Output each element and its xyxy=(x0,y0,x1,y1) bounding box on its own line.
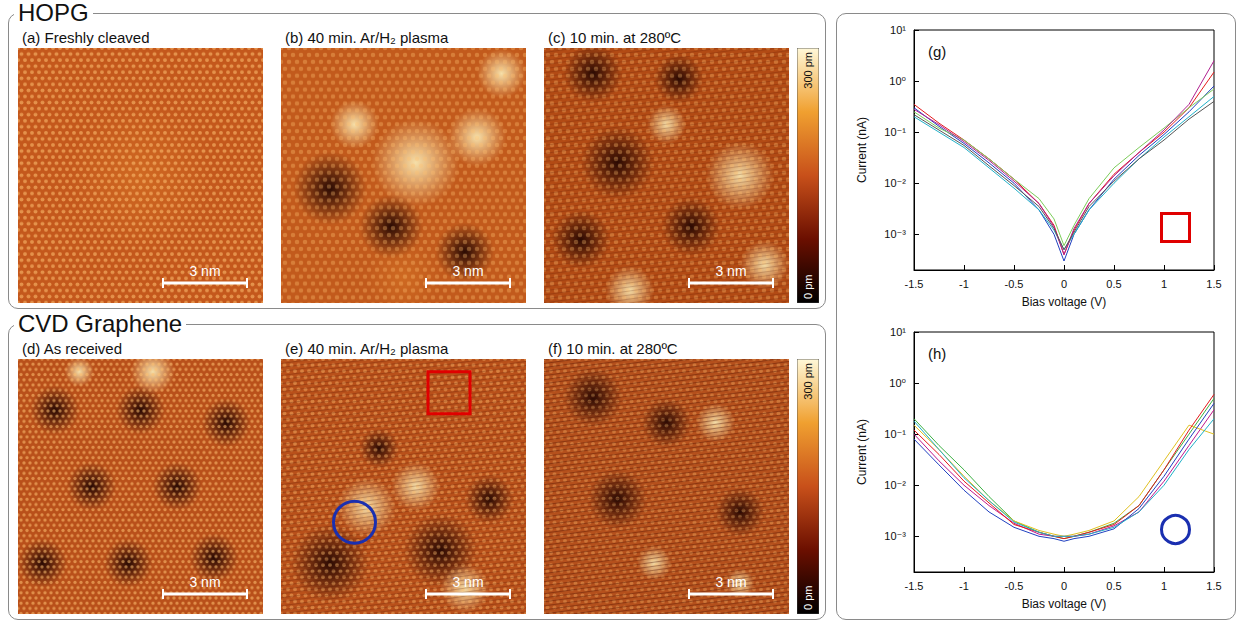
svg-text:Bias voltage (V): Bias voltage (V) xyxy=(1022,295,1107,309)
svg-text:10⁻³: 10⁻³ xyxy=(884,530,906,542)
svg-text:10⁰: 10⁰ xyxy=(889,377,906,389)
svg-text:3 nm: 3 nm xyxy=(189,263,220,279)
html-text:(d) As received: (d) As received xyxy=(22,340,122,357)
svg-text:(h): (h) xyxy=(928,345,946,362)
html-text:HOPG: HOPG xyxy=(18,0,89,26)
html-text:(b) 40 min. Ar/H₂ plasma: (b) 40 min. Ar/H₂ plasma xyxy=(285,29,449,46)
html-text:(e) 40 min. Ar/H₂ plasma: (e) 40 min. Ar/H₂ plasma xyxy=(285,340,449,357)
svg-text:3 nm: 3 nm xyxy=(715,574,746,590)
svg-text:1: 1 xyxy=(1161,580,1167,592)
svg-text:1.5: 1.5 xyxy=(1206,278,1221,290)
svg-text:10¹: 10¹ xyxy=(890,326,906,338)
svg-text:10¹: 10¹ xyxy=(890,24,906,36)
svg-text:Current (nA): Current (nA) xyxy=(855,419,869,485)
svg-text:-1.5: -1.5 xyxy=(905,278,924,290)
svg-text:-1.5: -1.5 xyxy=(905,580,924,592)
html-text:(a) Freshly cleaved: (a) Freshly cleaved xyxy=(22,29,150,46)
svg-text:0.5: 0.5 xyxy=(1106,278,1121,290)
svg-text:300 pm: 300 pm xyxy=(802,363,814,400)
svg-text:Bias voltage (V): Bias voltage (V) xyxy=(1022,597,1107,611)
svg-text:-0.5: -0.5 xyxy=(1005,580,1024,592)
svg-text:-1: -1 xyxy=(959,278,969,290)
svg-text:0 pm: 0 pm xyxy=(802,275,814,299)
svg-text:1.5: 1.5 xyxy=(1206,580,1221,592)
svg-text:3 nm: 3 nm xyxy=(189,574,220,590)
svg-text:-1: -1 xyxy=(959,580,969,592)
svg-text:10⁻²: 10⁻² xyxy=(884,177,906,189)
svg-text:0.5: 0.5 xyxy=(1106,580,1121,592)
svg-text:10⁻¹: 10⁻¹ xyxy=(884,428,906,440)
svg-text:3 nm: 3 nm xyxy=(715,263,746,279)
svg-text:1: 1 xyxy=(1161,278,1167,290)
svg-text:0: 0 xyxy=(1061,580,1067,592)
svg-text:(g): (g) xyxy=(928,43,946,60)
html-text:CVD Graphene: CVD Graphene xyxy=(18,310,183,337)
svg-text:0: 0 xyxy=(1061,278,1067,290)
svg-text:10⁻³: 10⁻³ xyxy=(884,228,906,240)
html-text:(c) 10 min. at 280ºC: (c) 10 min. at 280ºC xyxy=(548,29,681,46)
svg-text:10⁻²: 10⁻² xyxy=(884,479,906,491)
html-text:(f) 10 min. at 280ºC: (f) 10 min. at 280ºC xyxy=(548,340,678,357)
svg-text:0 pm: 0 pm xyxy=(802,586,814,610)
svg-text:-0.5: -0.5 xyxy=(1005,278,1024,290)
svg-text:10⁻¹: 10⁻¹ xyxy=(884,126,906,138)
svg-text:Current (nA): Current (nA) xyxy=(855,117,869,183)
svg-text:3 nm: 3 nm xyxy=(452,263,483,279)
svg-text:3 nm: 3 nm xyxy=(452,574,483,590)
svg-text:300 pm: 300 pm xyxy=(802,52,814,89)
svg-text:10⁰: 10⁰ xyxy=(889,75,906,87)
